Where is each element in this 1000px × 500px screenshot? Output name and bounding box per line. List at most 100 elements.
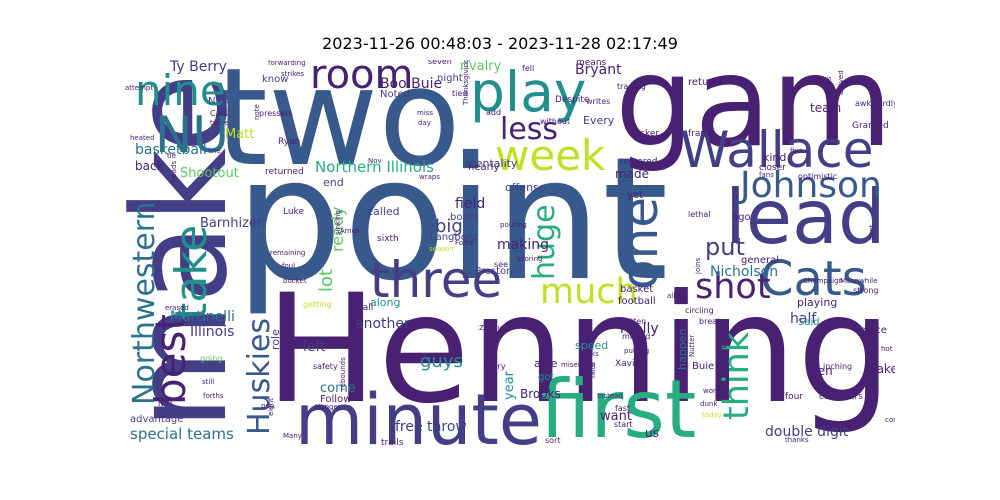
cloud-word: going [200, 354, 223, 363]
cloud-word: called [367, 205, 400, 218]
cloud-word: less [500, 112, 559, 147]
cloud-word: getting [303, 300, 332, 309]
cloud-word: Preston [475, 266, 513, 277]
cloud-word: Berry [484, 362, 506, 371]
cloud-word: Shootout [180, 166, 239, 181]
cloud-word: lethal [688, 210, 711, 219]
cloud-word: tied [452, 89, 468, 98]
cloud-word: trading [617, 82, 646, 91]
cloud-word: Matt [225, 127, 255, 142]
cloud-word: Nutter [688, 334, 696, 357]
cloud-word: want [600, 409, 632, 424]
cloud-word: five [790, 147, 803, 155]
cloud-word: point [235, 121, 669, 319]
cloud-word: half [790, 311, 817, 327]
cloud-word: guys [420, 351, 463, 372]
cloud-word: first [540, 363, 697, 446]
cloud-word: back [135, 159, 164, 173]
cloud-word: night [437, 73, 463, 84]
cloud-word: gotten [620, 317, 647, 326]
cloud-word: tie [167, 152, 176, 160]
cloud-word: seven [428, 60, 452, 66]
cloud-word: eight [267, 398, 275, 416]
cloud-word: strikes [281, 70, 304, 78]
cloud-word: rebounds [339, 357, 347, 390]
cloud-word: NIU [158, 399, 173, 408]
cloud-word: faith [589, 362, 597, 378]
cloud-word: fell [522, 64, 535, 73]
cloud-word: room [310, 60, 414, 98]
cloud-word: line [208, 147, 221, 155]
cloud-word: tip [484, 348, 494, 356]
cloud-word: Martinelli [170, 309, 235, 325]
cloud-word: Barnhizer [200, 216, 263, 231]
cloud-word: sinks [581, 350, 599, 358]
cloud-word: twice [210, 119, 229, 127]
cloud-word: thanks [785, 436, 809, 444]
cloud-word: frame [688, 129, 715, 139]
cloud-word: pop [261, 402, 275, 410]
cloud-word: add [486, 108, 502, 117]
cloud-word: forths [203, 392, 224, 400]
cloud-word: putting [624, 347, 650, 355]
cloud-word: Noted [380, 89, 411, 100]
cloud-word: shot [695, 267, 771, 307]
cloud-word: Despite [555, 95, 590, 105]
cloud-word: week [495, 131, 606, 180]
cloud-word: come [320, 381, 356, 396]
cloud-word: forwarding [268, 60, 306, 67]
cloud-word: attempt [125, 84, 154, 92]
cloud-word: NU [155, 106, 229, 164]
cloud-word: big [435, 216, 463, 237]
cloud-word: fast [615, 404, 631, 413]
cloud-word: pressers [259, 109, 293, 118]
cloud-word: nine [135, 66, 226, 115]
cloud-word: general [741, 255, 780, 266]
cloud-word: means [576, 60, 607, 68]
cloud-word: inching [823, 362, 853, 371]
cloud-word: sixth [377, 234, 399, 244]
cloud-word: basketball [135, 142, 207, 158]
cloud-word: another [355, 316, 410, 332]
cloud-word: kind [763, 151, 787, 164]
cloud-word: closer [759, 163, 786, 173]
cloud-word: without [540, 117, 571, 126]
cloud-word: made [615, 167, 650, 181]
cloud-word: Champaign [803, 277, 843, 285]
cloud-word: Boo Buie [380, 76, 443, 92]
cloud-word: advantage [130, 414, 184, 425]
cloud-word: Nick [208, 96, 230, 107]
cloud-word: Luke [283, 207, 304, 217]
cloud-word: optimistic [798, 172, 838, 181]
cloud-word: really [620, 321, 659, 337]
cloud-word: Amos [340, 227, 360, 235]
cloud-word: Zarique [479, 324, 507, 332]
cloud-word: remaining [270, 249, 306, 257]
chart-title: 2023-11-26 00:48:03 - 2023-11-28 02:17:4… [322, 34, 678, 53]
cloud-word: playing [797, 296, 838, 309]
cloud-word: missed [622, 332, 651, 341]
cloud-word: hot [881, 345, 893, 353]
cloud-word: circling [685, 306, 714, 315]
cloud-word: Nov [368, 157, 382, 165]
cloud-word: along [370, 296, 401, 309]
cloud-word: Thanksgiving [462, 60, 470, 105]
cloud-word: us [645, 426, 659, 440]
cloud-word: returned [265, 167, 304, 177]
cloud-word: Many [283, 432, 302, 440]
cloud-word: much [540, 272, 638, 312]
cloud-word: restored [620, 157, 658, 167]
cloud-word: football [618, 296, 656, 307]
cloud-word: scoring [517, 255, 543, 263]
cloud-word: men [806, 364, 833, 378]
cloud-word: know [262, 74, 289, 85]
cloud-word: got [538, 372, 555, 383]
cloud-word: special teams [130, 425, 234, 443]
cloud-word: Wallace [680, 121, 874, 179]
cloud-word: throws [825, 76, 833, 100]
cloud-word: erased [165, 304, 189, 312]
cloud-word: minute [295, 379, 542, 445]
cloud-word: note [253, 104, 261, 120]
cloud-word: Blake [865, 362, 895, 376]
cloud-word: speed [575, 339, 609, 352]
